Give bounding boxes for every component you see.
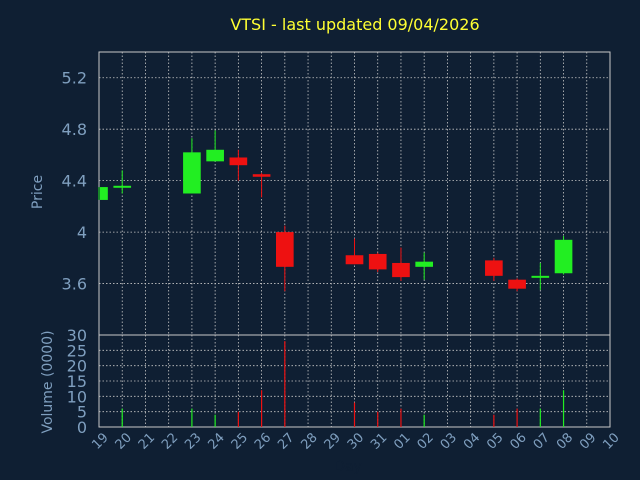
price-axis-label: Price (30, 175, 46, 209)
volume-axis-label: Volume (0000) (40, 330, 56, 433)
candle-body (113, 185, 132, 188)
volume-tick-label: 5 (77, 403, 87, 422)
volume-tick-label: 15 (67, 372, 87, 391)
candle-body (368, 253, 387, 270)
candle-body (229, 157, 248, 166)
candle-body (485, 260, 503, 276)
candle-body (415, 261, 434, 267)
volume-bar-series (121, 341, 565, 427)
volume-tick-label: 25 (67, 341, 87, 360)
volume-tick-label: 20 (67, 357, 87, 376)
candle-body (345, 255, 364, 265)
chart-title: VTSI - last updated 09/04/2026 (230, 15, 479, 34)
price-panel: 5.2 4.8 4.4 4 3.6 Price (30, 51, 611, 336)
volume-tick-label: 30 (67, 326, 87, 345)
candle-body (206, 149, 224, 162)
volume-tick-label: 0 (77, 418, 87, 437)
price-axis-ticks: 5.2 4.8 4.4 4 3.6 (62, 69, 87, 294)
price-tick-label: 4.8 (62, 120, 87, 139)
candle-body (531, 275, 550, 278)
candlestick-series (98, 130, 573, 292)
price-tick-label: 3.6 (62, 275, 87, 294)
candle-body (392, 262, 410, 278)
candle-body (100, 187, 108, 200)
price-tick-label: 4.4 (62, 172, 87, 191)
volume-tick-label: 10 (67, 387, 87, 406)
day-axis-label: Day (334, 459, 362, 475)
candle-body (275, 232, 294, 267)
price-tick-label: 4 (77, 223, 87, 242)
candle-body (554, 239, 573, 274)
candle-body (183, 152, 201, 194)
candle-body (252, 174, 271, 177)
candle-body (508, 279, 526, 289)
price-tick-label: 5.2 (62, 69, 87, 88)
day-axis-ticks: 19 20 21 22 23 24 25 26 27 28 29 30 31 01 02 03 04 05 06 07… (89, 430, 622, 452)
